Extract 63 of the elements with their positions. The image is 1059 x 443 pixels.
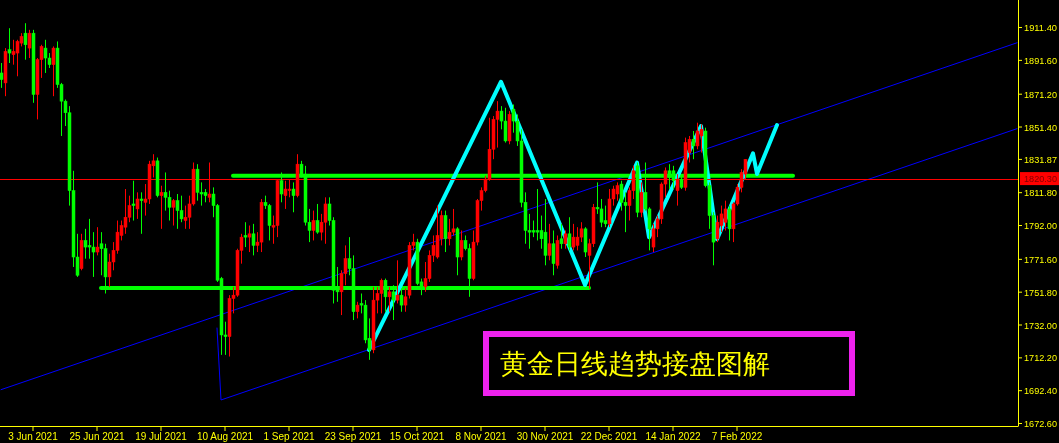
x-tick-label: 10 Aug 2021 [196, 430, 254, 442]
annotation: 黄金日线趋势接盘图解 [500, 348, 770, 379]
x-tick-label: 1 Sep 2021 [263, 430, 316, 442]
candlestick [615, 181, 620, 202]
candlestick [567, 216, 572, 251]
x-tick-label: 30 Nov 2021 [516, 430, 574, 442]
candlestick [727, 205, 732, 241]
candlestick [571, 223, 576, 251]
y-tick-label: 1911.40 [1024, 22, 1058, 34]
x-tick-label: 25 Jun 2021 [69, 430, 125, 442]
y-tick-label: 1692.40 [1024, 385, 1059, 397]
y-tick-label: 1712.20 [1024, 352, 1059, 364]
candlestick [435, 205, 440, 260]
candlestick [315, 203, 320, 235]
candlestick [547, 223, 552, 261]
candlestick [667, 163, 672, 190]
candlestick [251, 223, 256, 256]
x-tick-label: 14 Jan 2022 [645, 430, 701, 442]
y-tick-label: 1771.60 [1024, 253, 1059, 265]
candlestick [27, 29, 32, 59]
x-tick-label: 22 Dec 2021 [580, 430, 638, 442]
x-tick-label: 3 Jun 2021 [8, 430, 59, 442]
x-tick-label: 8 Nov 2021 [455, 430, 508, 442]
x-tick-label: 15 Oct 2021 [389, 430, 445, 442]
candlestick [387, 286, 392, 313]
candlestick [671, 165, 676, 190]
candlestick [723, 200, 728, 231]
ref-line-label: 1820.30 [1024, 173, 1059, 185]
candlestick [175, 193, 180, 230]
candlestick [639, 181, 644, 218]
y-tick-label: 1851.40 [1024, 121, 1059, 133]
candlestick [543, 198, 548, 266]
candlestick [563, 229, 568, 250]
y-tick-label: 1732.00 [1024, 319, 1059, 331]
candlestick [243, 221, 248, 248]
candlestick [395, 259, 400, 304]
y-tick-label: 1891.60 [1024, 54, 1059, 66]
candlestick [699, 123, 704, 154]
x-tick-label: 19 Jul 2021 [135, 430, 188, 442]
y-tick-label: 1871.20 [1024, 88, 1059, 100]
x-tick-label: 23 Sep 2021 [324, 430, 382, 442]
candlestick [0, 62, 4, 89]
candlestick [691, 130, 696, 160]
candlestick [159, 185, 164, 230]
candlestick [247, 225, 252, 253]
candlestick [323, 196, 328, 245]
candlestick [171, 198, 176, 227]
candlestick [443, 210, 448, 253]
candlestick [583, 226, 588, 258]
candlestick [195, 163, 200, 202]
y-tick-label: 1811.80 [1024, 187, 1058, 199]
y-tick-label: 1751.80 [1024, 286, 1059, 298]
candlestick [291, 181, 296, 213]
y-tick-label: 1831.87 [1024, 153, 1059, 165]
y-tick-label: 1792.00 [1024, 220, 1059, 232]
candlestick [135, 191, 140, 220]
x-tick-label: 7 Feb 2022 [711, 430, 763, 442]
candlestick [139, 191, 144, 235]
candlestick [95, 226, 100, 256]
candlestick [311, 210, 316, 241]
candlestick [695, 122, 700, 150]
candlestick [575, 226, 580, 251]
y-tick-label: 1672.60 [1024, 418, 1059, 430]
